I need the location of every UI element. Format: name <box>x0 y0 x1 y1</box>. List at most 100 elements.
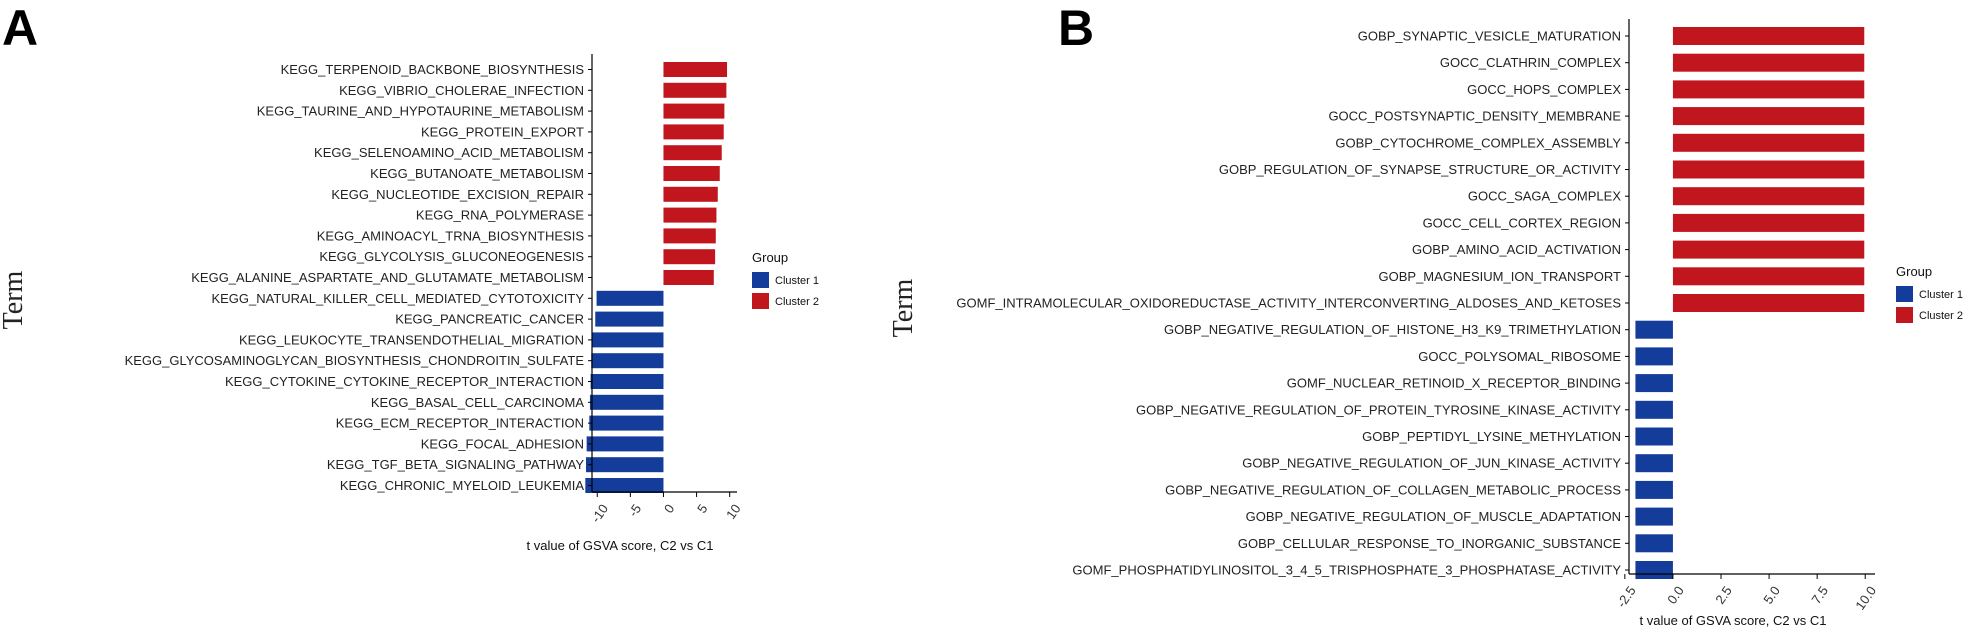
panel-label: A <box>2 0 38 56</box>
bar-cluster-2 <box>1672 294 1865 312</box>
bar-cluster-1 <box>590 374 664 389</box>
term-label: GOBP_REGULATION_OF_SYNAPSE_STRUCTURE_OR_… <box>1219 162 1621 177</box>
term-label: GOBP_NEGATIVE_REGULATION_OF_MUSCLE_ADAPT… <box>1246 509 1621 524</box>
panel-label: B <box>1058 0 1094 56</box>
term-label: KEGG_GLYCOSAMINOGLYCAN_BIOSYNTHESIS_CHON… <box>125 353 585 368</box>
bar-cluster-1 <box>1635 347 1673 366</box>
term-label: GOBP_NEGATIVE_REGULATION_OF_HISTONE_H3_K… <box>1164 322 1621 337</box>
bar-cluster-2 <box>1672 240 1865 259</box>
term-label: KEGG_CYTOKINE_CYTOKINE_RECEPTOR_INTERACT… <box>225 374 584 389</box>
legend-title: Group <box>1896 264 1932 279</box>
term-label: KEGG_LEUKOCYTE_TRANSENDOTHELIAL_MIGRATIO… <box>239 332 584 347</box>
bar-cluster-2 <box>1672 80 1865 99</box>
term-label: GOCC_CLATHRIN_COMPLEX <box>1440 55 1621 70</box>
term-label: GOBP_NEGATIVE_REGULATION_OF_COLLAGEN_MET… <box>1165 482 1621 497</box>
bar-cluster-1 <box>589 415 664 431</box>
x-tick-label: 5.0 <box>1760 583 1783 606</box>
y-axis-title: Term <box>0 270 29 329</box>
term-label: KEGG_FOCAL_ADHESION <box>421 436 584 451</box>
term-label: KEGG_BASAL_CELL_CARCINOMA <box>371 395 584 410</box>
bar-cluster-1 <box>1635 400 1673 419</box>
legend-swatch-cluster-2 <box>1896 307 1913 323</box>
bar-cluster-1 <box>1635 534 1673 553</box>
bar-cluster-2 <box>663 82 727 98</box>
x-tick-label: -10 <box>588 501 611 525</box>
bar-cluster-2 <box>1672 160 1865 179</box>
bar-cluster-1 <box>1635 507 1673 526</box>
bar-cluster-2 <box>1672 53 1865 72</box>
term-label: KEGG_BUTANOATE_METABOLISM <box>370 166 584 181</box>
bar-cluster-1 <box>586 436 664 452</box>
bar-cluster-1 <box>1635 480 1673 499</box>
term-label: KEGG_TGF_BETA_SIGNALING_PATHWAY <box>327 457 584 472</box>
bar-cluster-1 <box>1635 561 1673 579</box>
panel-a-chart: A KEGG_TERPENOID_BACKBONE_BIOSYNTHESIS KEG… <box>0 0 819 553</box>
legend-label: Cluster 2 <box>775 296 819 308</box>
x-tick-label: -5 <box>625 501 644 519</box>
x-tick-label: 2.5 <box>1712 583 1735 606</box>
bar-cluster-2 <box>663 270 714 285</box>
term-label: KEGG_PROTEIN_EXPORT <box>421 124 584 139</box>
x-tick-label: 0 <box>661 501 677 516</box>
bar-cluster-2 <box>1672 267 1865 286</box>
term-label: GOMF_PHOSPHATIDYLINOSITOL_3_4_5_TRISPHOS… <box>1072 563 1621 578</box>
term-label: GOMF_INTRAMOLECULAR_OXIDOREDUCTASE_ACTIV… <box>956 296 1621 311</box>
x-tick-label: -2.5 <box>1614 583 1639 610</box>
bar-cluster-2 <box>663 166 720 181</box>
term-label: KEGG_ECM_RECEPTOR_INTERACTION <box>336 416 584 431</box>
legend-label: Cluster 2 <box>1919 310 1963 322</box>
bar-cluster-1 <box>1635 374 1673 393</box>
term-label: GOCC_HOPS_COMPLEX <box>1467 82 1621 97</box>
term-label: KEGG_AMINOACYL_TRNA_BIOSYNTHESIS <box>317 228 585 243</box>
legend-swatch-cluster-2 <box>752 293 769 309</box>
term-label: KEGG_CHRONIC_MYELOID_LEUKEMIA <box>340 478 585 493</box>
bar-cluster-1 <box>595 311 664 327</box>
x-tick-label: 10.0 <box>1852 583 1879 612</box>
term-label: GOBP_SYNAPTIC_VESICLE_MATURATION <box>1358 29 1621 44</box>
bar-cluster-2 <box>663 103 725 119</box>
bar-cluster-1 <box>589 394 664 410</box>
bar-cluster-2 <box>1672 213 1865 232</box>
bar-cluster-2 <box>663 62 728 77</box>
legend-title: Group <box>752 250 788 265</box>
term-label: GOCC_POLYSOMAL_RIBOSOME <box>1418 349 1621 364</box>
bar-cluster-2 <box>663 228 716 244</box>
bar-cluster-2 <box>663 207 717 223</box>
x-tick-label: 10 <box>723 501 744 521</box>
x-axis-title: t value of GSVA score, C2 vs C1 <box>527 538 714 553</box>
term-label: KEGG_GLYCOLYSIS_GLUCONEOGENESIS <box>319 249 584 264</box>
term-label: GOBP_CYTOCHROME_COMPLEX_ASSEMBLY <box>1335 135 1621 150</box>
term-label: KEGG_RNA_POLYMERASE <box>416 208 584 223</box>
term-label: GOBP_CELLULAR_RESPONSE_TO_INORGANIC_SUBS… <box>1238 536 1621 551</box>
term-label: KEGG_NATURAL_KILLER_CELL_MEDIATED_CYTOTO… <box>211 291 584 306</box>
term-label: KEGG_ALANINE_ASPARTATE_AND_GLUTAMATE_MET… <box>191 270 584 285</box>
bar-cluster-1 <box>1635 427 1673 446</box>
bar-cluster-1 <box>585 457 664 473</box>
bar-cluster-1 <box>596 290 664 306</box>
x-axis-title: t value of GSVA score, C2 vs C1 <box>1640 613 1827 628</box>
bar-cluster-1 <box>591 353 664 369</box>
legend-label: Cluster 1 <box>1919 289 1963 301</box>
term-label: GOBP_MAGNESIUM_ION_TRANSPORT <box>1379 269 1622 284</box>
bar-cluster-2 <box>1672 187 1865 206</box>
term-label: KEGG_TERPENOID_BACKBONE_BIOSYNTHESIS <box>281 62 585 77</box>
bar-cluster-2 <box>663 124 724 140</box>
bar-cluster-2 <box>663 145 722 161</box>
term-label: GOCC_POSTSYNAPTIC_DENSITY_MEMBRANE <box>1328 109 1621 124</box>
legend-label: Cluster 1 <box>775 275 819 287</box>
term-label: KEGG_VIBRIO_CHOLERAE_INFECTION <box>339 83 584 98</box>
term-label: GOCC_CELL_CORTEX_REGION <box>1423 215 1621 230</box>
term-label: GOBP_PEPTIDYL_LYSINE_METHYLATION <box>1362 429 1621 444</box>
bar-cluster-2 <box>663 186 718 202</box>
bar-cluster-1 <box>585 478 664 493</box>
y-axis-title: Term <box>888 278 919 337</box>
term-label: KEGG_PANCREATIC_CANCER <box>395 312 584 327</box>
term-label: KEGG_NUCLEOTIDE_EXCISION_REPAIR <box>331 187 584 202</box>
x-tick-label: 7.5 <box>1808 583 1831 606</box>
term-label: KEGG_SELENOAMINO_ACID_METABOLISM <box>314 145 584 160</box>
x-tick-label: 0.0 <box>1664 583 1687 606</box>
term-label: GOBP_NEGATIVE_REGULATION_OF_PROTEIN_TYRO… <box>1136 402 1621 417</box>
legend-swatch-cluster-1 <box>752 272 769 288</box>
bar-cluster-2 <box>1672 133 1865 152</box>
